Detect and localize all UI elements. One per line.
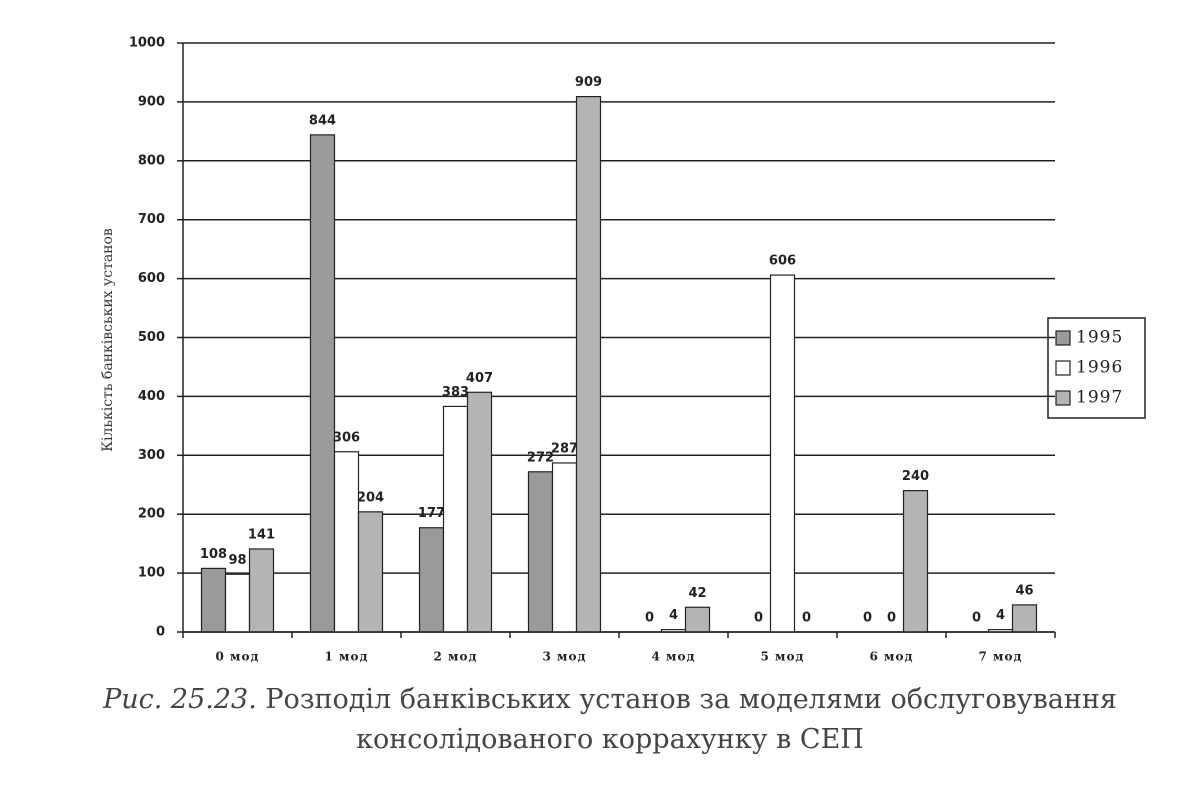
legend-swatch bbox=[1055, 390, 1071, 406]
value-label: 141 bbox=[248, 527, 275, 542]
bar bbox=[527, 471, 554, 633]
y-tick-label: 100 bbox=[138, 566, 165, 581]
y-tick-label: 400 bbox=[138, 389, 165, 404]
y-axis-label: Кількість банківських установ bbox=[100, 228, 116, 452]
x-tick-label: 7 мод bbox=[979, 650, 1023, 664]
bar bbox=[333, 451, 360, 633]
y-tick-label: 300 bbox=[138, 448, 165, 463]
bar bbox=[442, 405, 469, 633]
value-label: 0 bbox=[863, 611, 872, 626]
bar bbox=[224, 573, 251, 633]
y-tick-label: 500 bbox=[138, 330, 165, 345]
value-label: 844 bbox=[309, 113, 336, 128]
x-tick-label: 4 мод bbox=[652, 650, 696, 664]
y-tick-label: 600 bbox=[138, 271, 165, 286]
y-tick-label: 900 bbox=[138, 94, 165, 109]
x-tick-label: 3 мод bbox=[543, 650, 587, 664]
legend-label: 1997 bbox=[1076, 388, 1123, 408]
bar bbox=[309, 134, 336, 633]
bar bbox=[248, 548, 275, 633]
value-label: 4 bbox=[996, 608, 1005, 623]
value-label: 98 bbox=[228, 553, 246, 568]
bar bbox=[357, 511, 384, 633]
value-label: 606 bbox=[769, 254, 796, 269]
bar bbox=[769, 274, 796, 633]
value-label: 909 bbox=[575, 75, 602, 90]
x-tick-label: 0 мод bbox=[216, 650, 260, 664]
value-label: 240 bbox=[902, 469, 929, 484]
legend-label: 1995 bbox=[1076, 328, 1123, 348]
value-label: 0 bbox=[972, 611, 981, 626]
value-label: 407 bbox=[466, 371, 493, 386]
bar bbox=[200, 567, 227, 633]
value-label: 204 bbox=[357, 490, 384, 505]
value-label: 46 bbox=[1015, 583, 1033, 598]
value-label: 108 bbox=[200, 547, 227, 562]
x-tick-label: 1 мод bbox=[325, 650, 369, 664]
value-label: 177 bbox=[418, 506, 445, 521]
y-tick-label: 1000 bbox=[129, 36, 165, 51]
value-label: 0 bbox=[887, 611, 896, 626]
value-label: 287 bbox=[551, 441, 578, 456]
bar bbox=[466, 391, 493, 633]
value-label: 306 bbox=[333, 430, 360, 445]
value-label: 42 bbox=[688, 586, 706, 601]
bar bbox=[684, 606, 711, 633]
x-tick-label: 6 мод bbox=[870, 650, 914, 664]
value-label: 272 bbox=[527, 450, 554, 465]
y-tick-label: 0 bbox=[156, 625, 165, 640]
caption: Рис. 25.23. Розподіл банківських установ… bbox=[60, 680, 1160, 760]
y-tick-label: 700 bbox=[138, 212, 165, 227]
bar bbox=[1011, 604, 1038, 633]
value-label: 4 bbox=[669, 608, 678, 623]
chart: Кількість банківських установ 0 100 200 300… bbox=[100, 36, 1146, 664]
legend-swatch bbox=[1055, 330, 1071, 346]
legend-label: 1996 bbox=[1076, 358, 1123, 378]
value-label: 0 bbox=[754, 611, 763, 626]
value-label: 0 bbox=[645, 611, 654, 626]
value-label: 383 bbox=[442, 385, 469, 400]
bar bbox=[551, 462, 578, 633]
y-tick-label: 800 bbox=[138, 153, 165, 168]
bar bbox=[575, 95, 602, 633]
legend-swatch bbox=[1055, 360, 1071, 376]
x-tick-label: 2 мод bbox=[434, 650, 478, 664]
y-tick-label: 200 bbox=[138, 507, 165, 522]
value-label: 0 bbox=[802, 611, 811, 626]
bar bbox=[902, 490, 929, 633]
x-tick-label: 5 мод bbox=[761, 650, 805, 664]
caption-label: Рис. 25.23. bbox=[103, 684, 257, 715]
caption-text: Розподіл банківських установ за моделями… bbox=[265, 684, 1117, 755]
bar bbox=[418, 527, 445, 633]
